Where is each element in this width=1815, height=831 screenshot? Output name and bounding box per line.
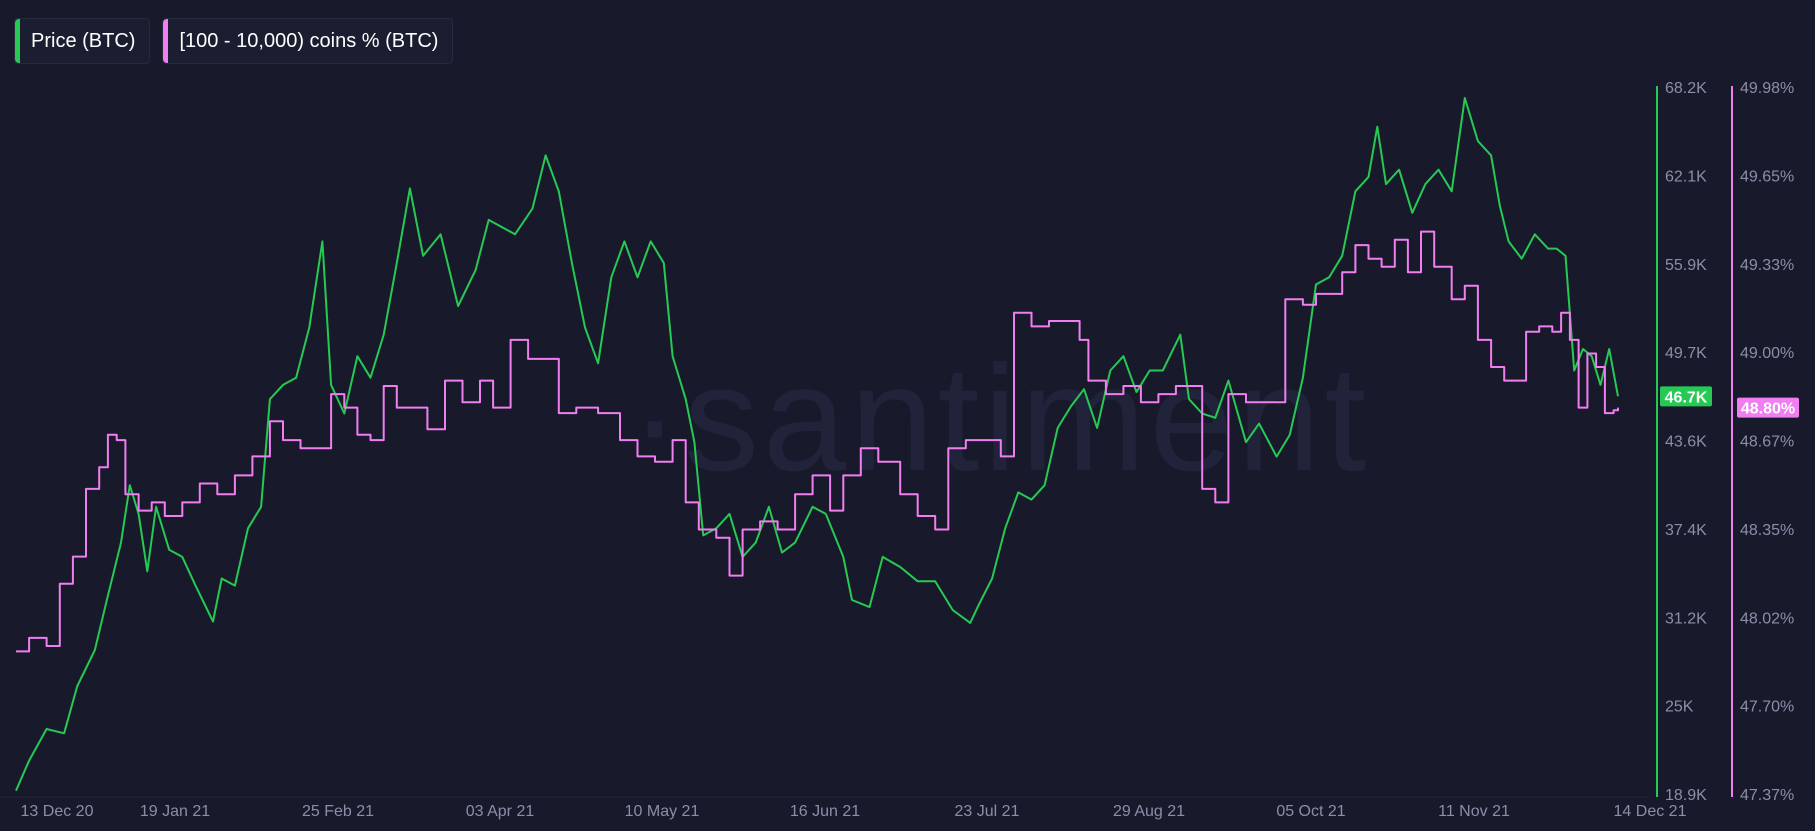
x-tick-label: 11 Nov 21	[1438, 803, 1510, 820]
y-tick-label: 37.4K	[1665, 522, 1707, 539]
y-tick-label: 47.70%	[1740, 699, 1794, 716]
legend-item-price[interactable]: Price (BTC)	[14, 18, 151, 64]
y-tick-label: 18.9K	[1665, 787, 1707, 804]
y-tick-label: 55.9K	[1665, 257, 1707, 274]
x-tick-label: 05 Oct 21	[1276, 803, 1345, 820]
legend: Price (BTC) [100 - 10,000) coins % (BTC)	[14, 18, 454, 64]
x-tick-label: 16 Jun 21	[790, 803, 860, 820]
y-tick-label: 49.00%	[1740, 345, 1794, 362]
x-tick-label: 10 May 21	[625, 803, 700, 820]
coins-axis: 49.98% 49.65% 49.33% 49.00% 48.67% 48.35% 48.0…	[1731, 80, 1794, 804]
y-tick-label: 68.2K	[1665, 80, 1707, 97]
y-tick-label: 48.67%	[1740, 434, 1794, 451]
x-tick-label: 03 Apr 21	[466, 803, 535, 820]
y-tick-label: 48.02%	[1740, 610, 1794, 627]
watermark: ·santiment	[630, 334, 1370, 502]
current-value-badges: 46.7K 48.80%	[1660, 386, 1799, 418]
x-tick-label: 29 Aug 21	[1113, 803, 1185, 820]
legend-label-coins: [100 - 10,000) coins % (BTC)	[179, 29, 439, 52]
y-tick-label: 25K	[1665, 699, 1694, 716]
price-line	[15, 97, 1619, 792]
coins-current-badge: 48.80%	[1741, 401, 1795, 418]
y-tick-label: 47.37%	[1740, 787, 1794, 804]
y-tick-label: 49.98%	[1740, 80, 1794, 97]
x-tick-label: 14 Dec 21	[1614, 803, 1687, 820]
legend-item-coins[interactable]: [100 - 10,000) coins % (BTC)	[162, 18, 454, 64]
price-current-badge-bg	[1660, 386, 1712, 407]
x-tick-label: 13 Dec 20	[21, 803, 94, 820]
y-tick-label: 49.7K	[1665, 345, 1707, 362]
y-tick-label: 49.65%	[1740, 168, 1794, 185]
y-tick-label: 43.6K	[1665, 434, 1707, 451]
x-tick-label: 23 Jul 21	[955, 803, 1020, 820]
coins-current-badge-bg	[1737, 397, 1799, 418]
x-tick-label: 25 Feb 21	[302, 803, 374, 820]
y-tick-label: 48.35%	[1740, 522, 1794, 539]
x-tick-label: 19 Jan 21	[140, 803, 210, 820]
y-tick-label: 62.1K	[1665, 168, 1707, 185]
legend-swatch-price	[15, 19, 20, 63]
legend-label-price: Price (BTC)	[31, 29, 136, 52]
y-tick-label: 31.2K	[1665, 610, 1707, 627]
x-axis: 13 Dec 20 19 Jan 21 25 Feb 21 03 Apr 21 10 M…	[0, 796, 1687, 820]
price-current-badge: 46.7K	[1665, 389, 1708, 406]
price-axis: 68.2K 62.1K 55.9K 49.7K 43.6K 37.4K 31.2K 25K 18…	[1656, 80, 1707, 804]
y-tick-label: 49.33%	[1740, 257, 1794, 274]
series-lines	[15, 97, 1619, 792]
coins-percent-line	[16, 230, 1619, 653]
legend-swatch-coins	[163, 19, 169, 63]
